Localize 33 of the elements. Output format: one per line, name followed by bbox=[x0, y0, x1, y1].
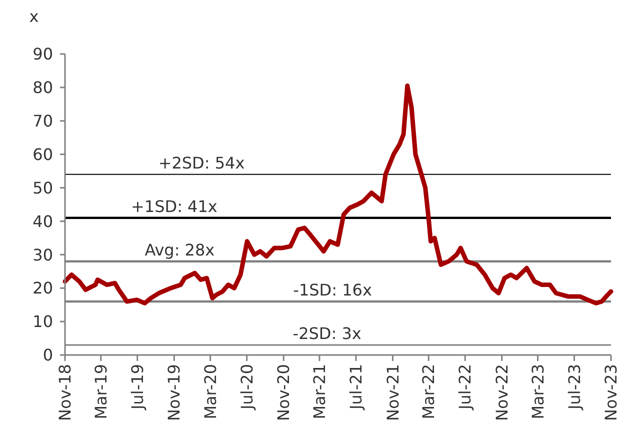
x-tick-label: Nov-23 bbox=[602, 364, 619, 421]
x-tick-label: Nov-22 bbox=[492, 364, 512, 421]
y-tick-label: 10 bbox=[32, 312, 53, 332]
x-tick-label: Nov-19 bbox=[164, 364, 184, 421]
x-tick-label: Mar-22 bbox=[419, 364, 438, 420]
ref-line-label: -1SD: 16x bbox=[293, 280, 372, 300]
ref-line-label: -2SD: 3x bbox=[292, 324, 362, 343]
y-tick-label: 40 bbox=[32, 212, 53, 231]
y-tick-label: 90 bbox=[32, 44, 53, 64]
x-tick-label: Jul-22 bbox=[456, 364, 475, 410]
y-tick-label: 80 bbox=[32, 78, 53, 98]
y-tick-label: 30 bbox=[32, 245, 53, 264]
line-series bbox=[62, 84, 614, 306]
ref-line-label: Avg: 28x bbox=[144, 240, 215, 260]
x-tick-label: Mar-19 bbox=[91, 364, 110, 420]
y-tick-label: 50 bbox=[32, 178, 53, 198]
x-tick-label: Nov-18 bbox=[56, 364, 75, 421]
x-tick-label: Jul-23 bbox=[564, 364, 584, 410]
x-tick-label: Mar-23 bbox=[528, 364, 548, 420]
y-tick-label: 70 bbox=[32, 111, 53, 130]
y-tick-label: 20 bbox=[32, 278, 53, 298]
y-axis-title: x bbox=[29, 7, 39, 26]
ref-line-label: +1SD: 41x bbox=[131, 196, 218, 216]
x-tick-label: Nov-20 bbox=[274, 364, 294, 421]
x-tick-label: Jul-19 bbox=[128, 364, 147, 410]
x-tick-label: Mar-21 bbox=[310, 364, 330, 420]
y-tick-label: 0 bbox=[42, 346, 53, 365]
x-tick-label: Jul-20 bbox=[237, 364, 256, 410]
y-tick-label: 60 bbox=[32, 144, 53, 164]
ref-line-label: +2SD: 54x bbox=[158, 153, 245, 172]
x-tick-label: Jul-21 bbox=[346, 364, 366, 410]
x-tick-label: Nov-21 bbox=[383, 364, 402, 421]
x-tick-label: Mar-20 bbox=[200, 364, 220, 420]
